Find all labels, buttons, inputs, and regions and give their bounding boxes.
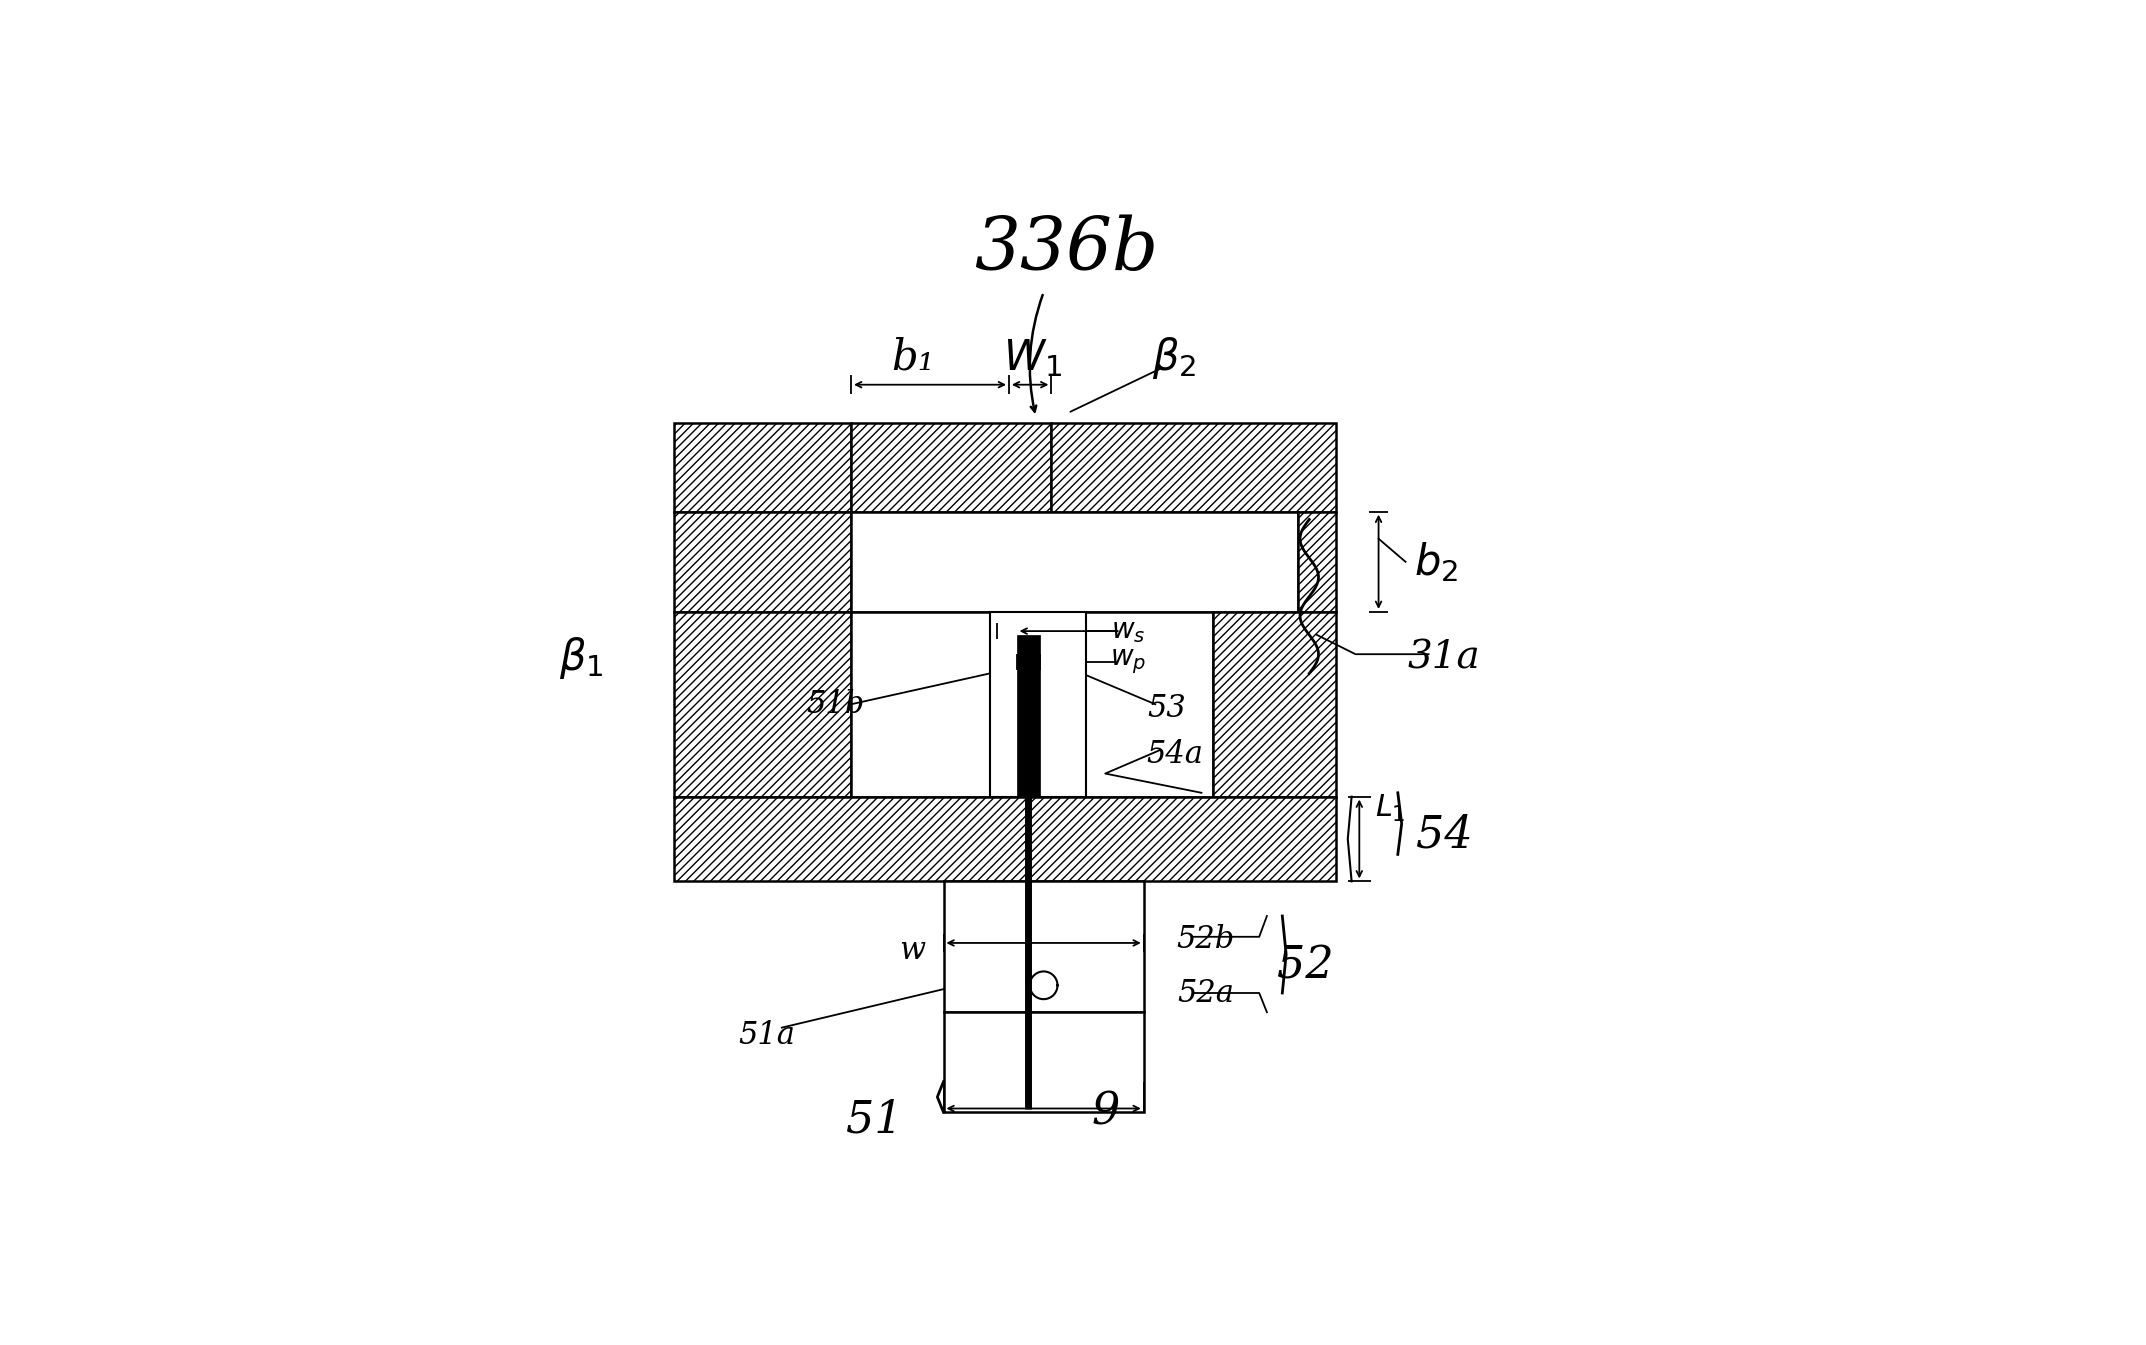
- Text: 52b: 52b: [1176, 924, 1234, 955]
- Text: 54a: 54a: [1146, 738, 1204, 769]
- Text: $L_1$: $L_1$: [1376, 792, 1406, 823]
- Text: 51: 51: [846, 1099, 903, 1142]
- Bar: [1212, 612, 1337, 796]
- Text: $W_1$: $W_1$: [1002, 336, 1062, 379]
- Bar: [1298, 511, 1337, 612]
- Text: 9: 9: [1090, 1091, 1120, 1134]
- Text: 54: 54: [1416, 814, 1472, 857]
- Text: 52: 52: [1277, 944, 1335, 987]
- Bar: [989, 612, 1086, 796]
- Bar: [852, 511, 1298, 612]
- Bar: [852, 424, 1052, 511]
- Bar: [1052, 424, 1337, 511]
- Bar: [674, 511, 852, 612]
- Text: w: w: [899, 935, 925, 966]
- Bar: [674, 796, 1337, 881]
- Bar: [852, 612, 1212, 796]
- Bar: [674, 424, 852, 511]
- Text: $\beta_2$: $\beta_2$: [1152, 335, 1197, 381]
- Text: 51b: 51b: [807, 689, 865, 720]
- Bar: [674, 612, 852, 796]
- Bar: [944, 881, 1144, 1013]
- Text: 336b: 336b: [974, 215, 1159, 285]
- Text: $w_s$: $w_s$: [1112, 617, 1146, 644]
- Text: 51a: 51a: [738, 1020, 794, 1050]
- Bar: [1017, 635, 1041, 796]
- Text: b₁: b₁: [891, 336, 934, 379]
- Text: 53: 53: [1148, 693, 1187, 724]
- Text: 52a: 52a: [1176, 978, 1234, 1009]
- Text: $w_p$: $w_p$: [1109, 647, 1146, 677]
- Text: $b_2$: $b_2$: [1414, 539, 1459, 584]
- Bar: [944, 1013, 1144, 1112]
- Text: $\beta_1$: $\beta_1$: [560, 635, 603, 681]
- Text: 31a: 31a: [1408, 640, 1481, 677]
